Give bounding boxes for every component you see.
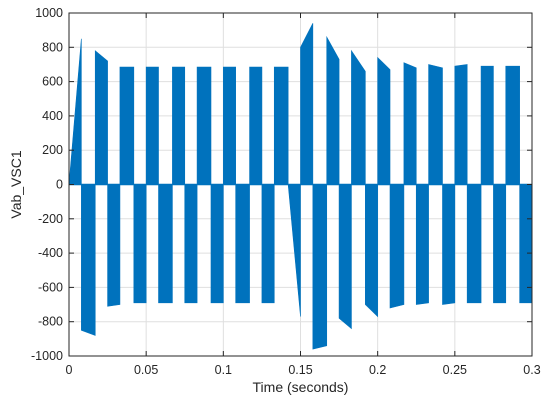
- series-pulse: [326, 35, 340, 185]
- series-pulse: [249, 66, 263, 185]
- series-pulse: [480, 65, 494, 185]
- y-tick-label: -800: [38, 315, 63, 329]
- x-axis-label: Time (seconds): [253, 379, 349, 395]
- y-axis-label: Vab_VSC1: [8, 150, 24, 218]
- series-pulse: [454, 64, 468, 185]
- x-tick-label: 0.3: [523, 363, 540, 377]
- series-pulse: [365, 184, 378, 318]
- series-pulse: [377, 56, 391, 185]
- y-tick-label: -600: [38, 280, 63, 294]
- series-pulse: [210, 184, 224, 304]
- series-pulse: [519, 184, 533, 304]
- series-pulse: [235, 184, 250, 304]
- x-tick-label: 0.15: [288, 363, 312, 377]
- y-tick-label: 600: [42, 75, 63, 89]
- series-pulse: [273, 66, 289, 185]
- y-tick-label: -200: [38, 212, 63, 226]
- series-pulse: [196, 66, 212, 185]
- y-tick-label: 200: [42, 143, 63, 157]
- series-pulse: [133, 184, 147, 304]
- series-pulse: [403, 62, 417, 185]
- y-tick-label: -1000: [31, 349, 63, 363]
- series-pulse: [428, 64, 443, 185]
- series-pulse: [389, 184, 405, 309]
- x-tick-label: 0: [66, 363, 73, 377]
- series-pulse: [493, 184, 507, 304]
- y-axis-ticks: 1000 800 600 400 200 0 -200 -400 -600 -800 -1000: [31, 6, 532, 363]
- series-pulse: [94, 50, 108, 185]
- series-pulse: [223, 66, 236, 185]
- series-pulse: [442, 184, 456, 305]
- series-pulse: [351, 49, 366, 185]
- x-axis-ticks: 0 0.05 0.1 0.15 0.2 0.25 0.3: [66, 13, 541, 377]
- series-pulse: [107, 184, 121, 307]
- series-pulse: [338, 184, 352, 330]
- series-pulse: [466, 184, 482, 304]
- x-tick-label: 0.1: [215, 363, 232, 377]
- x-tick-label: 0.05: [134, 363, 158, 377]
- y-tick-label: 400: [42, 109, 63, 123]
- series-pulse: [415, 184, 429, 305]
- series-pulse: [172, 66, 186, 185]
- series-pulse: [81, 184, 96, 336]
- series-pulse: [145, 66, 159, 185]
- series-pulse: [119, 66, 135, 185]
- series-pulse: [184, 184, 198, 304]
- series-pulse: [158, 184, 173, 304]
- x-tick-label: 0.25: [443, 363, 467, 377]
- x-tick-label: 0.2: [369, 363, 386, 377]
- y-tick-label: 800: [42, 40, 63, 54]
- series-pulse: [312, 184, 328, 350]
- series-pulse: [300, 23, 314, 185]
- series-group: [68, 23, 533, 350]
- series-pulse: [505, 65, 520, 185]
- y-tick-label: 1000: [35, 6, 63, 20]
- y-tick-label: -400: [38, 246, 63, 260]
- series-pulse: [261, 184, 275, 304]
- y-tick-label: 0: [56, 178, 63, 192]
